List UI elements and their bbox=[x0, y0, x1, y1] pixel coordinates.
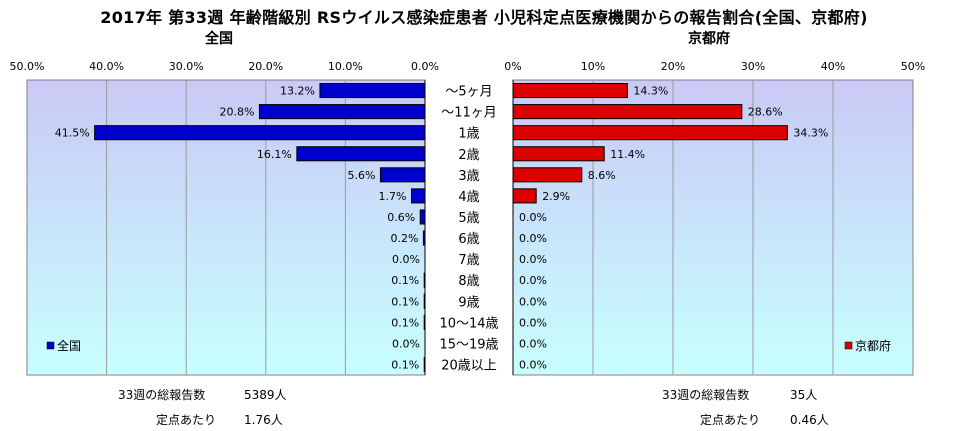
category-label: 1歳 bbox=[458, 127, 479, 142]
age-group-bar-chart: 50.0% 40.0% 30.0% 20.0% 10.0% 0.0% 13.2% 20.8% 4… bbox=[10, 60, 925, 376]
category-label: 5歳 bbox=[458, 211, 479, 226]
category-label: 15～19歳 bbox=[439, 337, 498, 352]
kyoto-data-label: 0.0% bbox=[519, 316, 547, 329]
kyoto-data-label: 2.9% bbox=[542, 190, 570, 203]
kyoto-plot-background bbox=[512, 79, 914, 376]
category-label: 10～14歳 bbox=[439, 316, 498, 331]
kyoto-bar bbox=[512, 104, 743, 120]
kyoto-tick-label: 40% bbox=[821, 60, 845, 73]
kyoto-data-label: 0.0% bbox=[519, 337, 547, 350]
kyoto-total-label: 33週の総報告数 bbox=[662, 388, 750, 402]
national-data-label: 0.1% bbox=[391, 316, 419, 329]
kyoto-tick-label: 10% bbox=[581, 60, 605, 73]
kyoto-bar bbox=[512, 188, 537, 204]
national-data-label: 0.0% bbox=[392, 337, 420, 350]
category-label: ～5ヶ月 bbox=[445, 85, 492, 100]
kyoto-total-value: 35人 bbox=[790, 388, 818, 402]
national-bar bbox=[296, 146, 426, 162]
national-total-value: 5389人 bbox=[244, 388, 287, 402]
category-label: 9歳 bbox=[458, 295, 479, 310]
national-bar bbox=[94, 125, 426, 141]
national-bar bbox=[410, 188, 426, 204]
national-panel-title: 全国 bbox=[205, 31, 233, 47]
category-label: 20歳以上 bbox=[441, 358, 497, 373]
kyoto-legend-swatch bbox=[844, 341, 853, 350]
category-label: 7歳 bbox=[458, 253, 479, 268]
national-bar bbox=[419, 209, 426, 225]
national-tick-label: 50.0% bbox=[10, 60, 45, 73]
national-bar bbox=[258, 104, 426, 120]
kyoto-data-label: 14.3% bbox=[633, 85, 668, 98]
national-bar bbox=[379, 167, 426, 183]
national-legend-label: 全国 bbox=[57, 338, 81, 353]
kyoto-panel-title: 京都府 bbox=[688, 31, 730, 47]
national-data-label: 16.1% bbox=[257, 148, 292, 161]
kyoto-bar bbox=[512, 125, 788, 141]
kyoto-tick-label: 30% bbox=[741, 60, 765, 73]
kyoto-per-label: 定点あたり bbox=[700, 413, 761, 427]
national-data-label: 41.5% bbox=[55, 127, 90, 140]
national-tick-label: 30.0% bbox=[169, 60, 204, 73]
national-data-label: 1.7% bbox=[379, 190, 407, 203]
kyoto-data-label: 0.0% bbox=[519, 253, 547, 266]
national-bar bbox=[319, 83, 426, 99]
national-data-label: 0.2% bbox=[390, 232, 418, 245]
national-data-label: 13.2% bbox=[280, 85, 315, 98]
category-label: 8歳 bbox=[458, 274, 479, 289]
national-data-label: 20.8% bbox=[219, 106, 254, 119]
national-tick-label: 40.0% bbox=[89, 60, 124, 73]
kyoto-legend-label: 京都府 bbox=[855, 338, 891, 353]
national-per-value: 1.76人 bbox=[244, 413, 283, 427]
kyoto-tick-label: 20% bbox=[661, 60, 685, 73]
kyoto-data-label: 0.0% bbox=[519, 295, 547, 308]
kyoto-bar bbox=[512, 167, 583, 183]
kyoto-data-label: 34.3% bbox=[793, 127, 828, 140]
national-data-label: 0.1% bbox=[391, 274, 419, 287]
national-tick-label: 20.0% bbox=[248, 60, 283, 73]
national-data-label: 0.1% bbox=[391, 358, 419, 371]
national-per-label: 定点あたり bbox=[156, 413, 217, 427]
national-plot-background bbox=[26, 79, 426, 376]
kyoto-data-label: 8.6% bbox=[588, 169, 616, 182]
kyoto-plot-area: 0% 10% 20% 30% 40% 50% 14.3% 28.6% 34.3% 11.4% 8.6… bbox=[504, 60, 925, 376]
category-labels: ～5ヶ月 ～11ヶ月 1歳 2歳 3歳 4歳 5歳 6歳 7歳 8歳 9歳 10～14歳 15～19歳 2… bbox=[439, 85, 498, 374]
national-data-label: 0.6% bbox=[387, 211, 415, 224]
kyoto-per-value: 0.46人 bbox=[790, 413, 829, 427]
national-tick-label: 0.0% bbox=[411, 60, 439, 73]
category-label: 2歳 bbox=[458, 148, 479, 163]
kyoto-data-label: 28.6% bbox=[748, 106, 783, 119]
kyoto-tick-label: 50% bbox=[901, 60, 925, 73]
category-label: 3歳 bbox=[458, 169, 479, 184]
kyoto-tick-label: 0% bbox=[504, 60, 521, 73]
kyoto-data-label: 0.0% bbox=[519, 211, 547, 224]
kyoto-bar bbox=[512, 146, 605, 162]
kyoto-data-label: 0.0% bbox=[519, 274, 547, 287]
kyoto-data-label: 0.0% bbox=[519, 232, 547, 245]
kyoto-bar bbox=[512, 83, 628, 99]
chart-title: 2017年 第33週 年齢階級別 RSウイルス感染症患者 小児科定点医療機関から… bbox=[100, 8, 868, 27]
category-label: 4歳 bbox=[458, 190, 479, 205]
national-data-label: 0.0% bbox=[392, 253, 420, 266]
category-label: ～11ヶ月 bbox=[441, 106, 497, 121]
national-data-label: 5.6% bbox=[347, 169, 375, 182]
national-total-label: 33週の総報告数 bbox=[118, 388, 206, 402]
national-legend-swatch bbox=[46, 341, 55, 350]
national-data-label: 0.1% bbox=[391, 295, 419, 308]
kyoto-data-label: 11.4% bbox=[610, 148, 645, 161]
kyoto-data-label: 0.0% bbox=[519, 358, 547, 371]
category-label: 6歳 bbox=[458, 232, 479, 247]
national-tick-label: 10.0% bbox=[328, 60, 363, 73]
national-plot-area: 50.0% 40.0% 30.0% 20.0% 10.0% 0.0% 13.2% 20.8% 4… bbox=[10, 60, 439, 376]
